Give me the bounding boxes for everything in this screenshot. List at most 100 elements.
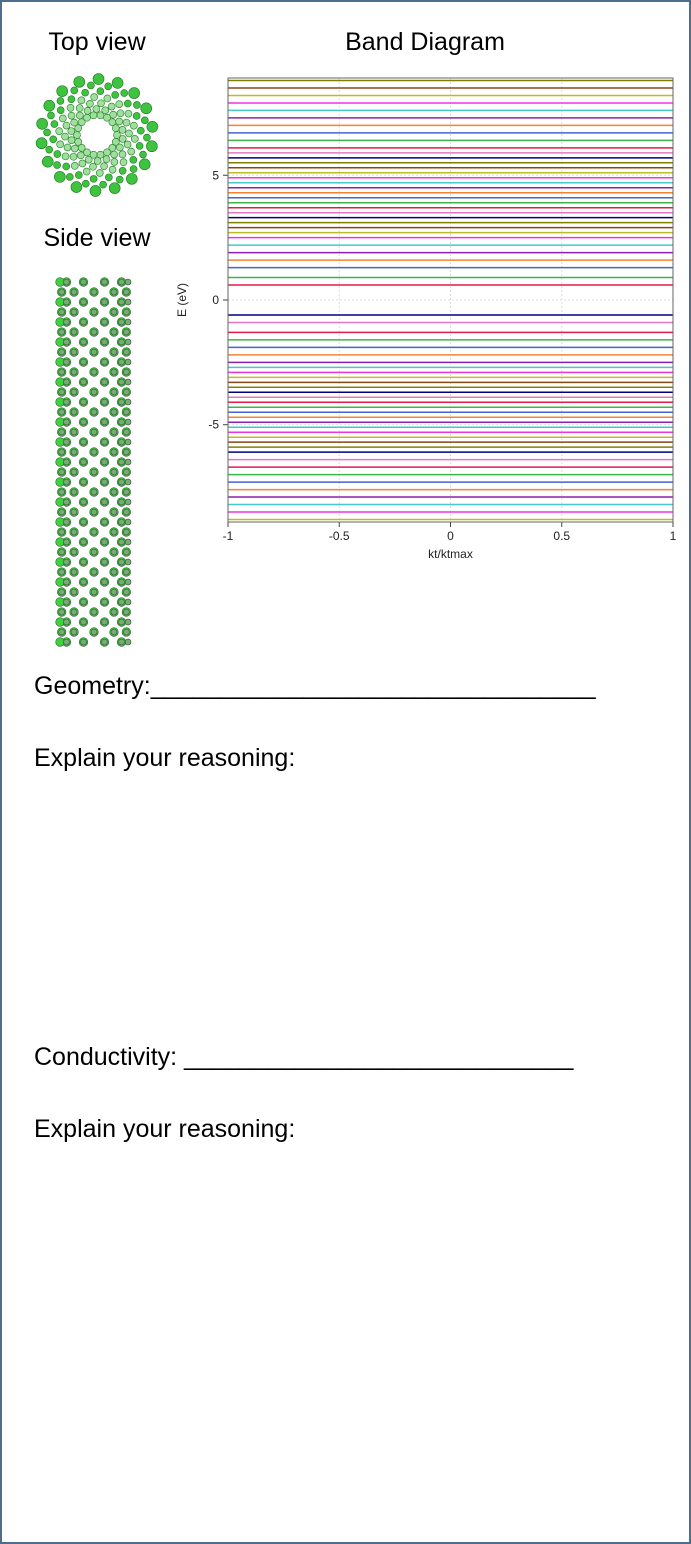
atom: [91, 629, 97, 635]
atom: [80, 479, 86, 485]
atom: [111, 549, 117, 555]
atom: [111, 389, 117, 395]
atom: [112, 125, 119, 132]
atom: [71, 429, 77, 435]
atom: [111, 309, 117, 315]
atom: [82, 180, 89, 187]
atom: [56, 418, 65, 427]
atom: [111, 289, 117, 295]
atom: [93, 74, 104, 85]
atom: [108, 103, 115, 110]
atom: [75, 138, 82, 145]
atom: [124, 100, 131, 107]
atom: [102, 639, 108, 645]
atom: [63, 339, 69, 345]
atom: [63, 599, 69, 605]
atom: [123, 389, 129, 395]
atom: [57, 141, 64, 148]
atom: [102, 299, 108, 305]
atom: [71, 349, 77, 355]
atom: [123, 119, 130, 126]
atom: [80, 579, 86, 585]
chart-title: Band Diagram: [345, 28, 505, 56]
atom: [71, 549, 77, 555]
atom: [37, 118, 48, 129]
atom: [123, 429, 129, 435]
atom: [91, 329, 97, 335]
atom: [56, 498, 65, 507]
atom: [63, 379, 69, 385]
atom: [91, 389, 97, 395]
atom: [119, 539, 125, 545]
atom: [59, 589, 65, 595]
atom: [126, 173, 137, 184]
atom: [63, 122, 70, 129]
atom: [44, 129, 51, 136]
atom: [80, 399, 86, 405]
atom: [119, 619, 125, 625]
atom: [136, 142, 143, 149]
atom: [123, 449, 129, 455]
atom: [97, 151, 104, 158]
atom: [123, 549, 129, 555]
atom: [123, 629, 129, 635]
atom: [111, 589, 117, 595]
atom: [71, 469, 77, 475]
atom: [57, 107, 64, 114]
atom: [63, 579, 69, 585]
x-axis-label: kt/ktmax: [428, 547, 473, 561]
atom: [59, 389, 65, 395]
atom: [91, 309, 97, 315]
atom: [102, 279, 108, 285]
atom: [91, 429, 97, 435]
atom: [137, 127, 144, 134]
atom: [109, 183, 120, 194]
atom: [80, 599, 86, 605]
x-tick-label: -0.5: [329, 529, 350, 543]
atom: [97, 88, 104, 95]
atom: [56, 538, 65, 547]
atom: [85, 156, 92, 163]
atom: [119, 499, 125, 505]
atom: [123, 509, 129, 515]
atom: [80, 459, 86, 465]
atom: [91, 409, 97, 415]
atom: [111, 489, 117, 495]
atom: [111, 329, 117, 335]
atom: [80, 279, 86, 285]
atom: [111, 509, 117, 515]
atom: [87, 82, 94, 89]
atom: [59, 289, 65, 295]
atom: [56, 378, 65, 387]
atom: [131, 135, 138, 142]
atom: [71, 449, 77, 455]
atom: [102, 107, 109, 114]
atom: [71, 289, 77, 295]
atom: [76, 112, 83, 119]
atom: [63, 299, 69, 305]
atom: [123, 609, 129, 615]
atom: [62, 153, 69, 160]
atom: [56, 558, 65, 567]
atom: [80, 379, 86, 385]
atom: [59, 349, 65, 355]
atom: [141, 117, 148, 124]
atom: [117, 110, 124, 117]
atom: [140, 151, 147, 158]
atom: [54, 162, 61, 169]
atom: [93, 106, 100, 113]
atom: [91, 94, 98, 101]
atom: [102, 479, 108, 485]
atom: [125, 110, 132, 117]
atom: [102, 439, 108, 445]
atom: [59, 449, 65, 455]
atom: [62, 133, 69, 140]
atom: [46, 146, 53, 153]
atom: [111, 349, 117, 355]
atom: [143, 134, 150, 141]
atom: [74, 76, 85, 87]
atom: [91, 509, 97, 515]
atom: [68, 137, 75, 144]
atom: [56, 478, 65, 487]
atom: [109, 166, 116, 173]
